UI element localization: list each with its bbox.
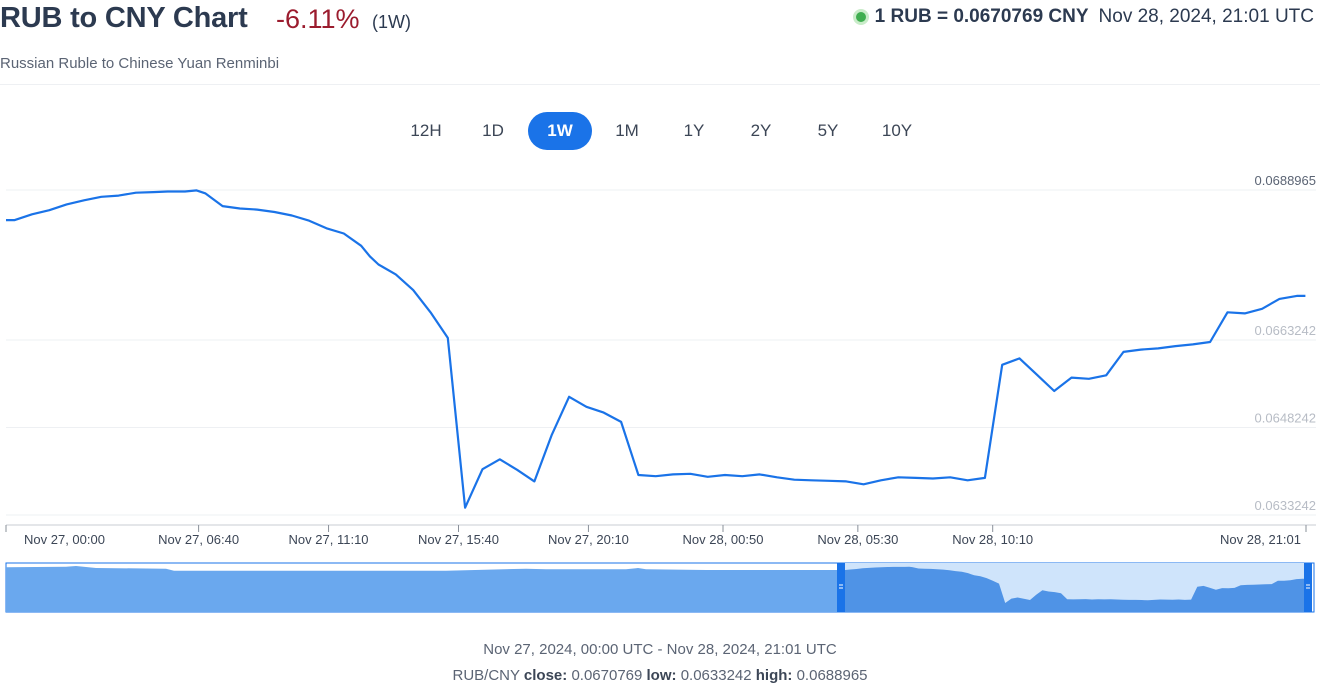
period-label: (1W) [372,12,411,32]
y-tick-label: 0.0663242 [1255,323,1316,338]
footer-pair: RUB/CNY [452,667,520,684]
tab-2y[interactable]: 2Y [750,121,772,140]
close-label: close: [523,667,568,684]
high-label: high: [755,667,793,684]
page-title: RUB to CNY Chart [0,2,248,34]
tab-5y[interactable]: 5Y [817,121,839,140]
y-tick-label: 0.0633242 [1255,498,1316,513]
x-tick-label: Nov 27, 15:40 [418,532,499,547]
x-tick-label: Nov 27, 06:40 [158,532,239,547]
tab-10y[interactable]: 10Y [881,121,913,140]
chart-header: RUB to CNY Chart -6.11% (1W) Russian Rub… [0,0,1320,85]
live-indicator-icon [852,9,869,25]
high-value: 0.0688965 [796,667,868,684]
tab-1d[interactable]: 1D [482,121,504,140]
current-rate: 1 RUB = 0.0670769 CNY Nov 28, 2024, 21:0… [852,6,1314,28]
low-value: 0.0633242 [680,667,752,684]
change-percent: -6.11% [276,4,360,34]
page-subtitle: Russian Ruble to Chinese Yuan Renminbi [0,55,280,72]
x-tick-label: Nov 28, 05:30 [817,532,898,547]
rate-line [6,189,1306,509]
navigator-history-area [6,566,842,612]
footer-range: Nov 27, 2024, 00:00 UTC - Nov 28, 2024, … [483,641,837,658]
x-tick-label: Nov 28, 10:10 [952,532,1033,547]
tab-12h[interactable]: 12H [410,121,442,140]
tab-1m[interactable]: 1M [615,121,639,140]
rate-chart[interactable]: 0.0688965 0.0663242 0.0648242 0.0633242 Nov … [0,160,1320,630]
rate-value: 1 RUB = 0.0670769 CNY [874,6,1089,27]
y-tick-label: 0.0648242 [1255,411,1316,426]
footer-stats: RUB/CNY close: 0.0670769 low: 0.0633242 … [0,667,1320,684]
x-tick-label: Nov 28, 21:01 [1220,532,1301,547]
y-tick-label: 0.0688965 [1255,173,1316,188]
rate-timestamp: Nov 28, 2024, 21:01 UTC [1098,6,1314,27]
x-tick-label: Nov 27, 00:00 [24,532,105,547]
tab-1y[interactable]: 1Y [683,121,705,140]
x-tick-label: Nov 27, 20:10 [548,532,629,547]
period-tabs: 12H 1D 1W 1M 1Y 2Y 5Y 10Y [394,112,932,150]
low-label: low: [646,667,677,684]
tab-1w[interactable]: 1W [528,112,592,150]
close-value: 0.0670769 [571,667,643,684]
x-tick-label: Nov 27, 11:10 [289,532,369,547]
navigator-selected-area [841,566,1306,612]
x-tick-label: Nov 28, 00:50 [683,532,764,547]
